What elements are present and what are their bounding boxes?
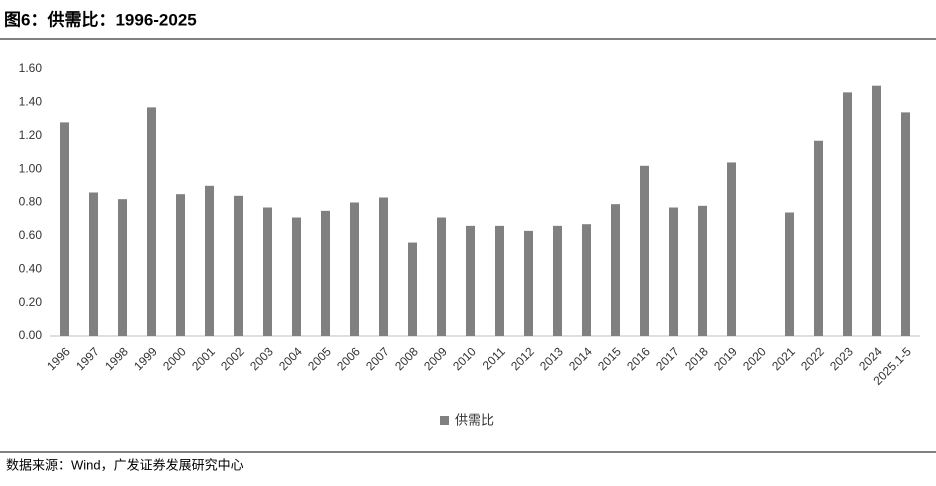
bar xyxy=(234,195,243,336)
legend-swatch xyxy=(440,416,449,425)
bar xyxy=(176,194,185,336)
bar xyxy=(292,217,301,336)
x-tick-label: 2017 xyxy=(653,344,682,373)
y-tick-label: 1.00 xyxy=(19,161,43,175)
x-tick-label: 2008 xyxy=(392,344,421,373)
bar xyxy=(785,212,794,336)
bar xyxy=(727,162,736,336)
x-tick-label: 2005 xyxy=(305,344,334,373)
x-tick-label: 2001 xyxy=(189,344,218,373)
bar xyxy=(437,217,446,336)
x-tick-label: 2021 xyxy=(769,344,798,373)
x-tick-label: 1996 xyxy=(44,344,73,373)
bar xyxy=(611,204,620,336)
x-tick-label: 2003 xyxy=(247,344,276,373)
y-tick-label: 1.60 xyxy=(19,61,43,75)
x-tick-label: 2013 xyxy=(537,344,566,373)
y-tick-label: 1.40 xyxy=(19,95,43,109)
chart-title: 图6：供需比：1996-2025 xyxy=(4,9,197,29)
bar xyxy=(263,207,272,336)
bar xyxy=(205,185,214,336)
bar xyxy=(872,85,881,336)
x-tick-label: 2009 xyxy=(421,344,450,373)
x-tick-label: 1997 xyxy=(73,344,102,373)
bar xyxy=(524,230,533,336)
y-tick-label: 0.00 xyxy=(19,328,43,342)
bar xyxy=(321,210,330,336)
x-tick-label: 2018 xyxy=(682,344,711,373)
bar xyxy=(843,92,852,336)
x-tick-label: 1998 xyxy=(102,344,131,373)
bar xyxy=(89,192,98,336)
bar xyxy=(118,199,127,336)
bar xyxy=(147,107,156,336)
bar xyxy=(466,225,475,336)
x-tick-label: 2002 xyxy=(218,344,247,373)
x-tick-label: 2019 xyxy=(711,344,740,373)
y-tick-label: 0.80 xyxy=(19,195,43,209)
bar xyxy=(640,165,649,336)
y-tick-label: 0.40 xyxy=(19,261,43,275)
bar xyxy=(698,205,707,336)
x-tick-label: 2000 xyxy=(160,344,189,373)
x-tick-label: 2006 xyxy=(334,344,363,373)
bar xyxy=(582,224,591,336)
x-tick-label: 2007 xyxy=(363,344,392,373)
source-note: 数据来源：Wind，广发证券发展研究中心 xyxy=(6,457,244,472)
x-tick-label: 2022 xyxy=(798,344,827,373)
y-tick-label: 0.60 xyxy=(19,228,43,242)
x-tick-label: 2023 xyxy=(827,344,856,373)
bar xyxy=(350,202,359,336)
x-tick-label: 2010 xyxy=(450,344,479,373)
x-tick-label: 2016 xyxy=(624,344,653,373)
x-tick-label: 2014 xyxy=(566,344,595,373)
bar xyxy=(408,242,417,336)
y-tick-label: 1.20 xyxy=(19,128,43,142)
x-tick-label: 2011 xyxy=(480,344,508,372)
bar xyxy=(379,197,388,336)
bar xyxy=(60,122,69,337)
bar xyxy=(669,207,678,336)
x-tick-label: 2012 xyxy=(508,344,537,373)
legend-label: 供需比 xyxy=(455,412,494,427)
x-tick-label: 2004 xyxy=(276,344,305,373)
bar xyxy=(814,140,823,336)
x-tick-label: 1999 xyxy=(131,344,160,373)
y-tick-label: 0.20 xyxy=(19,295,43,309)
bar xyxy=(553,225,562,336)
x-tick-label: 2020 xyxy=(740,344,769,373)
x-tick-label: 2015 xyxy=(595,344,624,373)
bar xyxy=(901,112,910,336)
bar xyxy=(495,225,504,336)
